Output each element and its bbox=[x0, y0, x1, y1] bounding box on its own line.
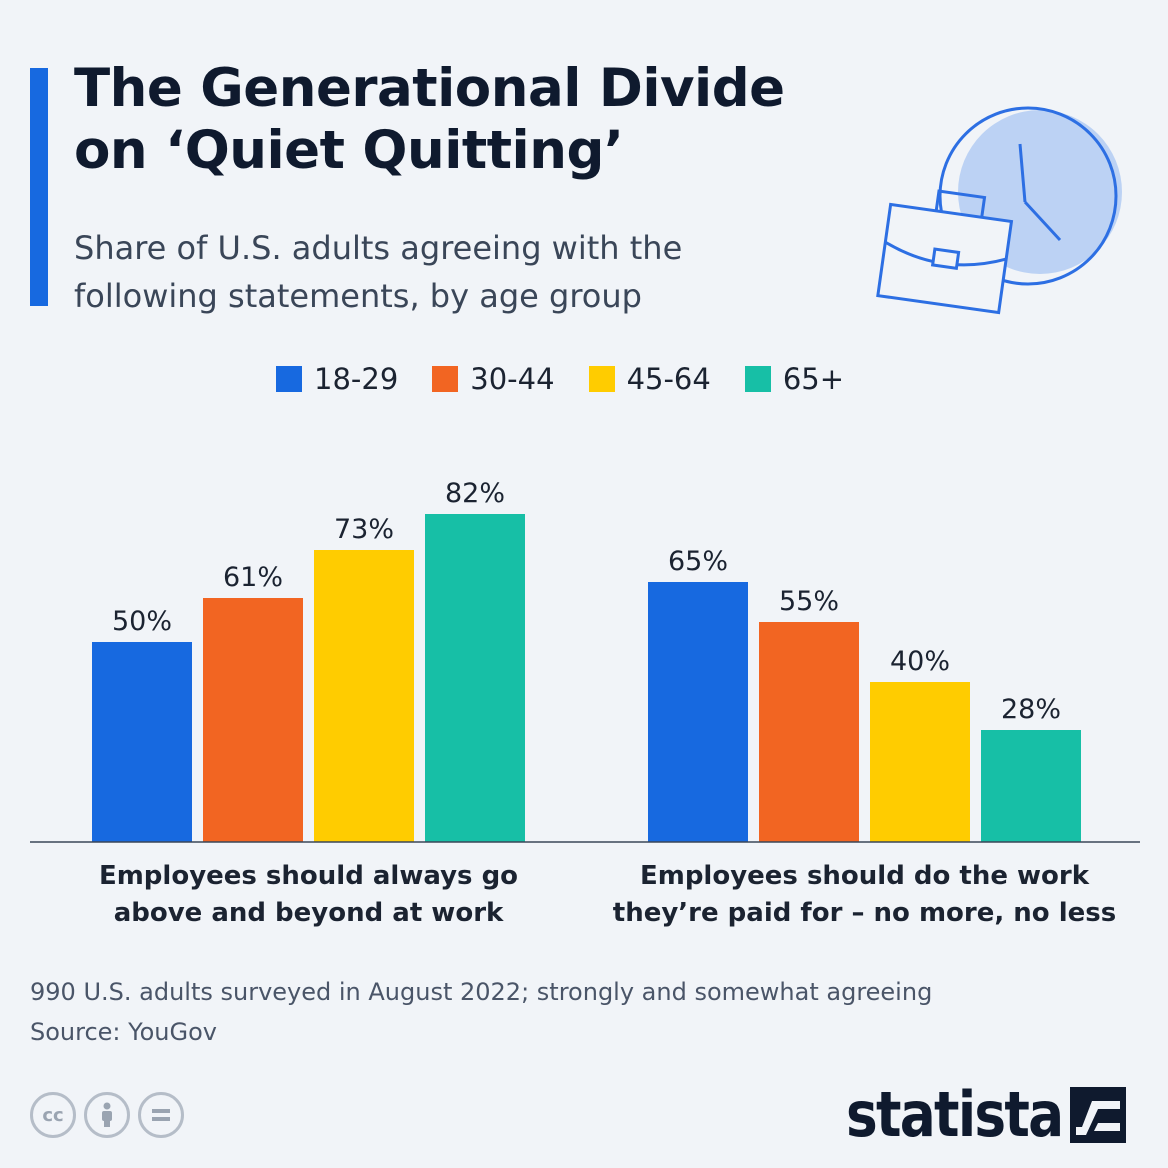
clock-briefcase-illustration bbox=[870, 100, 1140, 334]
category-label-2-line-2: they’re paid for – no more, no less bbox=[613, 898, 1116, 928]
data-label-45-64-group-1: 73% bbox=[334, 514, 394, 545]
category-label-2-line-1: Employees should do the work bbox=[640, 861, 1090, 891]
clock-briefcase-icon bbox=[876, 106, 1122, 315]
bar-chart: 50% 61% 73% 82% Employees should always go ab… bbox=[30, 478, 1140, 928]
chart-subtitle: Share of U.S. adults agreeing with the f… bbox=[74, 224, 794, 320]
chart-title-line-1: The Generational Divide bbox=[74, 58, 785, 119]
bar-18-29-group-1 bbox=[92, 642, 192, 842]
legend-label-18-29: 18-29 bbox=[314, 362, 399, 396]
license-icons: cc bbox=[30, 1092, 184, 1138]
chart-subtitle-line-1: Share of U.S. adults agreeing with the bbox=[74, 229, 683, 267]
legend-swatch-65-plus bbox=[744, 366, 771, 392]
legend-item-65-plus: 65+ bbox=[744, 362, 845, 396]
statista-wordmark: statista bbox=[846, 1078, 1064, 1151]
bar-30-44-group-2 bbox=[759, 622, 859, 842]
chart-legend: 18-29 30-44 45-64 65+ bbox=[276, 362, 844, 396]
legend-label-45-64: 45-64 bbox=[626, 362, 711, 396]
chart-title-line-2: on ‘Quiet Quitting’ bbox=[74, 120, 624, 181]
data-label-65-plus-group-1: 82% bbox=[445, 478, 505, 509]
data-label-30-44-group-1: 61% bbox=[223, 562, 283, 593]
title-accent-bar bbox=[30, 68, 48, 306]
chart-subtitle-line-2: following statements, by age group bbox=[74, 277, 642, 315]
data-label-65-plus-group-2: 28% bbox=[1001, 694, 1061, 725]
data-label-18-29-group-1: 50% bbox=[112, 606, 172, 637]
cc-icon[interactable]: cc bbox=[30, 1092, 76, 1138]
source-note: Source: YouGov bbox=[30, 1018, 217, 1046]
data-label-30-44-group-2: 55% bbox=[779, 586, 839, 617]
data-label-18-29-group-2: 65% bbox=[668, 546, 728, 577]
legend-label-30-44: 30-44 bbox=[470, 362, 555, 396]
statista-brand[interactable]: statista bbox=[846, 1078, 1126, 1151]
data-label-45-64-group-2: 40% bbox=[890, 646, 950, 677]
legend-item-30-44: 30-44 bbox=[432, 362, 555, 396]
legend-item-45-64: 45-64 bbox=[588, 362, 711, 396]
category-label-1-line-1: Employees should always go bbox=[99, 861, 518, 891]
chart-note: 990 U.S. adults surveyed in August 2022;… bbox=[30, 972, 932, 1052]
person-icon bbox=[102, 1102, 112, 1127]
legend-swatch-45-64 bbox=[588, 366, 615, 392]
bar-65-plus-group-2 bbox=[981, 730, 1081, 842]
bar-18-29-group-2 bbox=[648, 582, 748, 842]
bar-45-64-group-1 bbox=[314, 550, 414, 842]
bar-65-plus-group-1 bbox=[425, 514, 525, 842]
category-label-1-line-2: above and beyond at work bbox=[114, 898, 504, 928]
nd-icon[interactable] bbox=[138, 1092, 184, 1138]
legend-label-65-plus: 65+ bbox=[782, 362, 845, 396]
survey-note: 990 U.S. adults surveyed in August 2022;… bbox=[30, 978, 933, 1006]
by-icon[interactable] bbox=[84, 1092, 130, 1138]
chart-title: The Generational Divide on ‘Quiet Quitti… bbox=[74, 58, 934, 182]
bar-45-64-group-2 bbox=[870, 682, 970, 842]
bar-30-44-group-1 bbox=[203, 598, 303, 842]
legend-swatch-18-29 bbox=[276, 366, 302, 392]
equals-icon bbox=[152, 1109, 170, 1121]
legend-swatch-30-44 bbox=[432, 366, 459, 392]
legend-item-18-29: 18-29 bbox=[276, 362, 398, 396]
statista-logo-icon bbox=[1070, 1086, 1126, 1143]
